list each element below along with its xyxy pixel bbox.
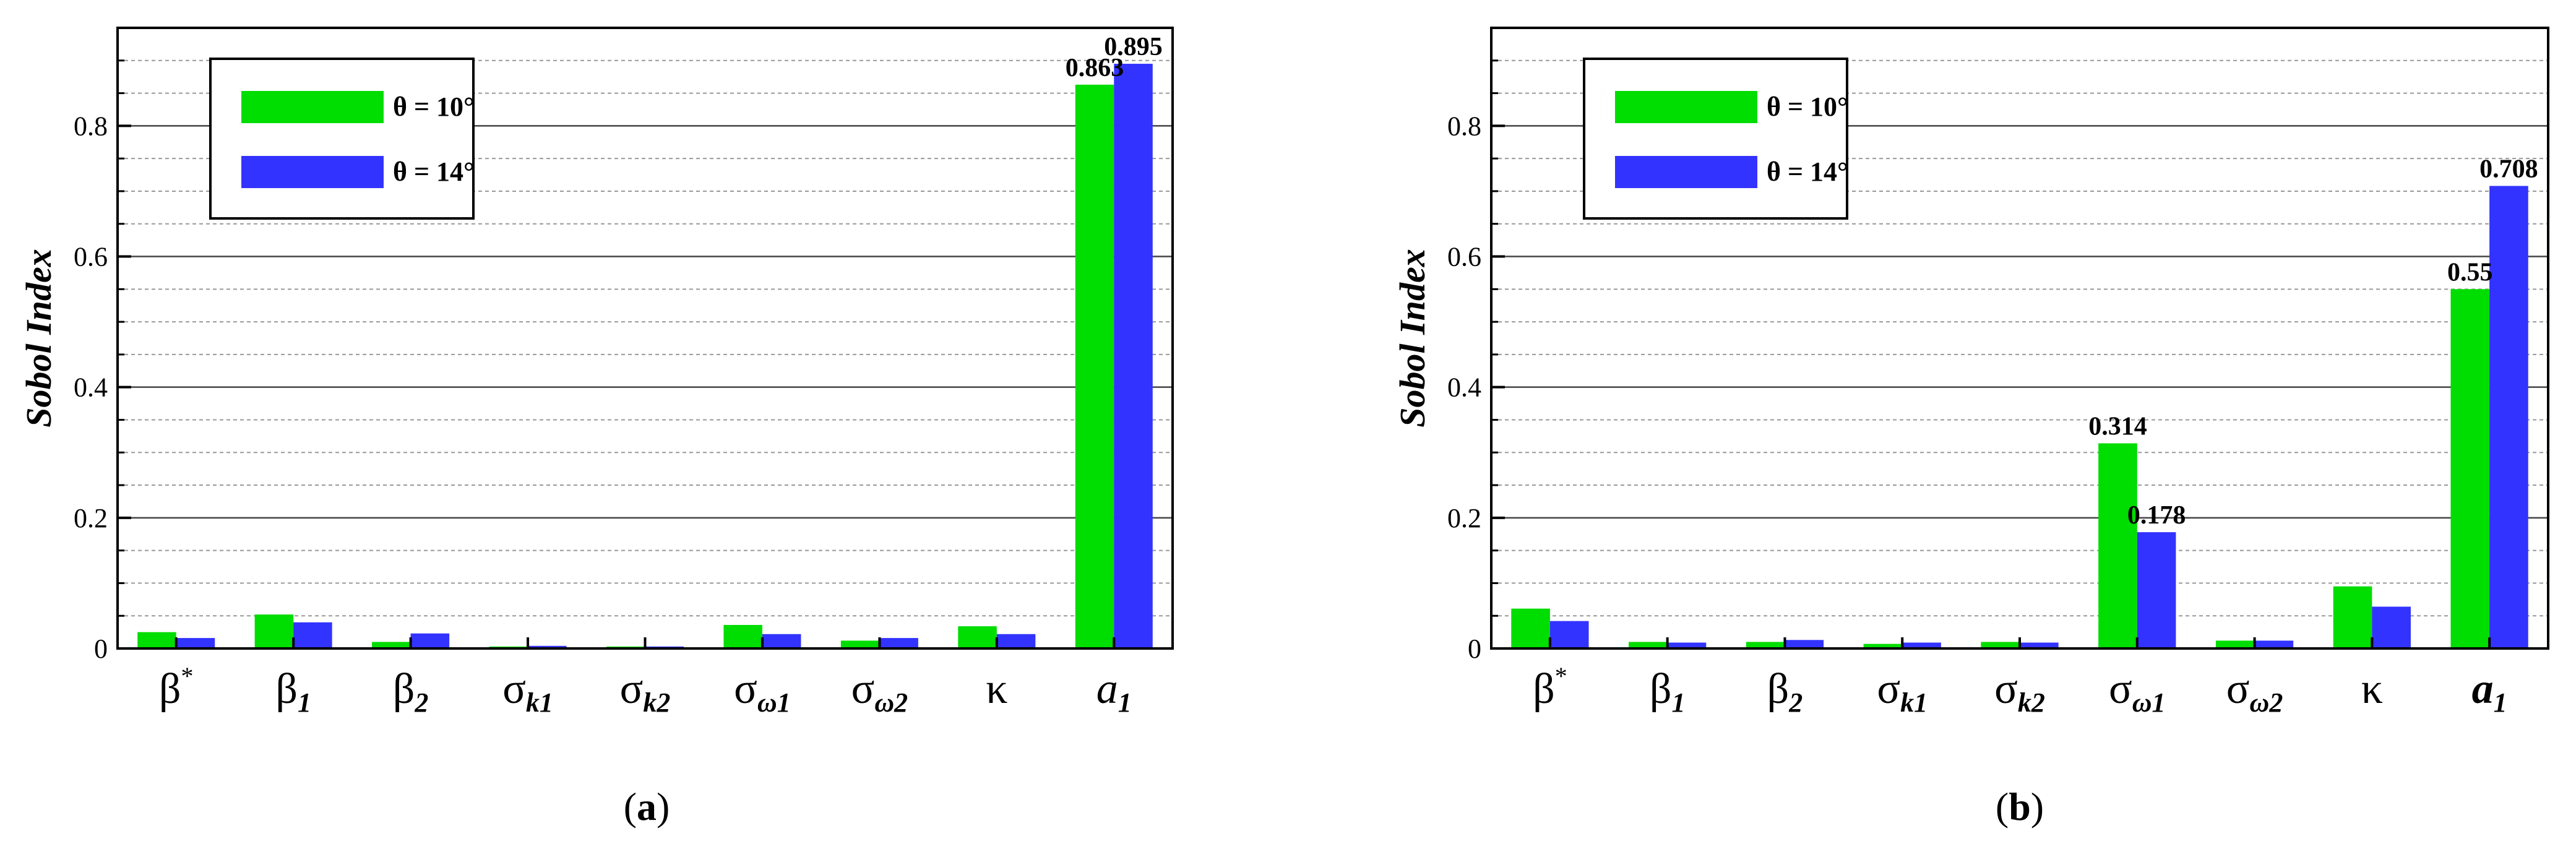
x-category-label: β2 — [1767, 665, 1803, 718]
bar-theta-10 — [2450, 289, 2490, 648]
data-label: 0.55 — [2447, 258, 2493, 286]
x-category-label: σk1 — [502, 665, 553, 718]
legend-box — [1583, 58, 1848, 220]
x-category-label: κ — [2361, 665, 2383, 713]
bar-theta-10 — [958, 626, 997, 648]
bar-theta-10 — [723, 624, 762, 648]
legend-swatch — [241, 156, 384, 188]
legend-swatch — [1615, 156, 1757, 188]
x-category-label: β* — [1533, 662, 1567, 713]
y-axis-label: Sobol Index — [1392, 249, 1432, 427]
bar-theta-10 — [1629, 642, 1668, 648]
bar-theta-10 — [372, 642, 411, 648]
bar-theta-14 — [2254, 640, 2294, 648]
chart-panel-b: 0.314 0.178 0.55 0.708 0 0.2 0.4 0.6 0.8 Sobol In… — [1392, 27, 2549, 829]
legend-box — [209, 58, 475, 220]
legend-label: θ = 14° — [1767, 157, 1848, 187]
bar-theta-14 — [1902, 642, 1941, 648]
x-category-label: σk2 — [1994, 665, 2045, 718]
bar-theta-14 — [528, 645, 567, 648]
y-tick-label: 0.8 — [74, 111, 108, 141]
bar-theta-14 — [293, 622, 332, 648]
y-axis-label: Sobol Index — [19, 249, 59, 427]
bar-theta-10 — [2098, 443, 2137, 648]
bar-theta-14 — [2372, 606, 2411, 648]
y-tick-label: 0.8 — [1447, 111, 1481, 141]
legend-swatch — [1615, 91, 1757, 123]
bar-theta-14 — [176, 638, 215, 648]
bar-theta-10 — [1863, 644, 1903, 648]
x-category-label: σω2 — [851, 665, 908, 718]
y-tick-label: 0.4 — [1447, 372, 1481, 403]
bar-theta-14 — [2020, 642, 2059, 648]
y-tick-label: 0 — [1468, 634, 1481, 664]
x-category-label: σω1 — [2109, 665, 2166, 718]
bar-theta-10 — [2333, 586, 2372, 648]
bar-theta-10 — [840, 640, 880, 648]
panel-caption: (a) — [624, 785, 670, 829]
bar-theta-10 — [2215, 640, 2255, 648]
panel-caption: (b) — [1996, 785, 2044, 829]
bar-theta-10 — [1746, 642, 1785, 648]
x-category-label: a1 — [2472, 665, 2507, 718]
bar-theta-14 — [1785, 640, 1824, 648]
x-category-label: β2 — [393, 665, 429, 718]
x-category-label: β* — [159, 662, 194, 713]
data-label: 0.895 — [1104, 33, 1163, 61]
x-category-label: a1 — [1096, 665, 1132, 718]
bar-theta-14 — [1114, 64, 1153, 648]
bar-theta-14 — [1549, 621, 1589, 648]
legend-label: θ = 14° — [393, 157, 475, 187]
bar-theta-14 — [762, 634, 801, 648]
data-label: 0.708 — [2479, 155, 2538, 184]
y-tick-label: 0.4 — [74, 372, 108, 403]
y-tick-label: 0.6 — [1447, 242, 1481, 272]
legend-label: θ = 10° — [393, 92, 475, 122]
bar-theta-10 — [1075, 84, 1114, 648]
y-tick-label: 0.2 — [1447, 503, 1481, 533]
bar-theta-10 — [1981, 642, 2020, 648]
data-label: 0.863 — [1066, 54, 1124, 82]
y-tick-label: 0 — [94, 634, 108, 664]
x-category-label: β1 — [275, 665, 311, 718]
x-category-label: β1 — [1650, 665, 1686, 718]
legend-swatch — [241, 91, 384, 123]
data-label: 0.178 — [2127, 501, 2186, 530]
x-category-label: σω1 — [734, 665, 791, 718]
x-category-label: σk1 — [1877, 665, 1928, 718]
data-label: 0.314 — [2088, 412, 2147, 441]
bar-theta-14 — [2137, 532, 2176, 648]
y-tick-label: 0.2 — [74, 503, 108, 533]
bar-theta-14 — [410, 633, 450, 648]
bar-theta-14 — [2489, 186, 2528, 648]
bar-theta-14 — [879, 638, 918, 648]
x-category-label: σk2 — [620, 665, 671, 718]
y-tick-label: 0.6 — [74, 242, 108, 272]
x-category-label: κ — [986, 665, 1007, 713]
x-category-label: σω2 — [2226, 665, 2283, 718]
bar-theta-10 — [137, 632, 176, 648]
bar-theta-14 — [1667, 642, 1707, 648]
bar-theta-14 — [996, 634, 1036, 648]
bar-theta-10 — [254, 614, 294, 648]
legend-label: θ = 10° — [1767, 92, 1848, 122]
bar-theta-10 — [1511, 608, 1550, 648]
